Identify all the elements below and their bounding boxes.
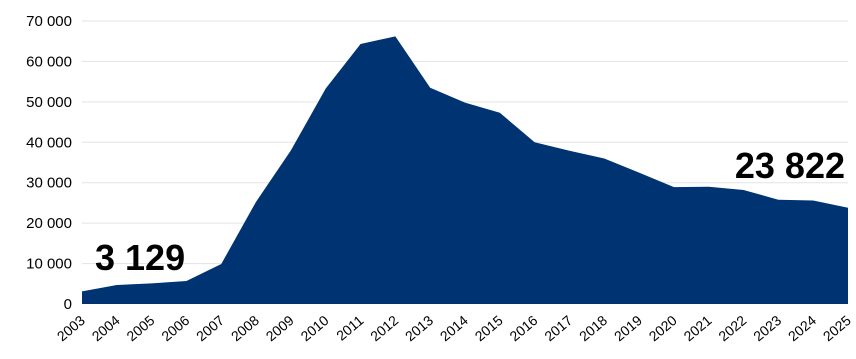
x-tick-label: 2025 [820, 312, 854, 344]
y-tick-label: 0 [64, 296, 72, 313]
x-tick-label: 2012 [367, 312, 401, 344]
x-tick-label: 2008 [228, 312, 262, 344]
x-tick-label: 2018 [576, 312, 610, 344]
x-tick-label: 2015 [472, 312, 506, 344]
x-tick-label: 2006 [158, 312, 192, 344]
annotation-last-value: 23 822 [735, 145, 845, 186]
x-tick-label: 2016 [506, 312, 540, 344]
y-tick-label: 30 000 [26, 175, 72, 192]
x-tick-label: 2005 [123, 312, 157, 344]
y-tick-label: 20 000 [26, 215, 72, 232]
y-tick-label: 70 000 [26, 13, 72, 30]
annotation-first-value: 3 129 [95, 237, 185, 278]
x-tick-label: 2024 [785, 312, 819, 344]
x-tick-label: 2004 [89, 312, 123, 344]
x-tick-label: 2023 [750, 312, 784, 344]
y-tick-label: 50 000 [26, 94, 72, 111]
y-tick-label: 60 000 [26, 53, 72, 70]
y-axis-ticks: 0 10 000 20 000 30 000 40 000 50 000 60 000 70 … [26, 13, 72, 313]
x-tick-label: 2017 [541, 312, 575, 344]
x-tick-label: 2014 [437, 312, 471, 344]
series-area [82, 36, 848, 305]
x-axis-ticks: 2003 2004 2005 2006 2007 2008 2009 2010 2011 2012… [54, 312, 854, 344]
x-tick-label: 2009 [263, 312, 297, 344]
y-tick-label: 10 000 [26, 256, 72, 273]
x-tick-label: 2011 [333, 312, 367, 344]
x-tick-label: 2021 [681, 312, 715, 344]
annotations: 3 129 23 822 [95, 145, 845, 278]
x-tick-label: 2010 [298, 312, 332, 344]
x-tick-label: 2003 [54, 312, 88, 344]
x-tick-label: 2007 [193, 312, 227, 344]
x-tick-label: 2020 [646, 312, 680, 344]
y-tick-label: 40 000 [26, 134, 72, 151]
x-tick-label: 2022 [715, 312, 749, 344]
x-tick-label: 2013 [402, 312, 436, 344]
x-tick-label: 2019 [611, 312, 645, 344]
